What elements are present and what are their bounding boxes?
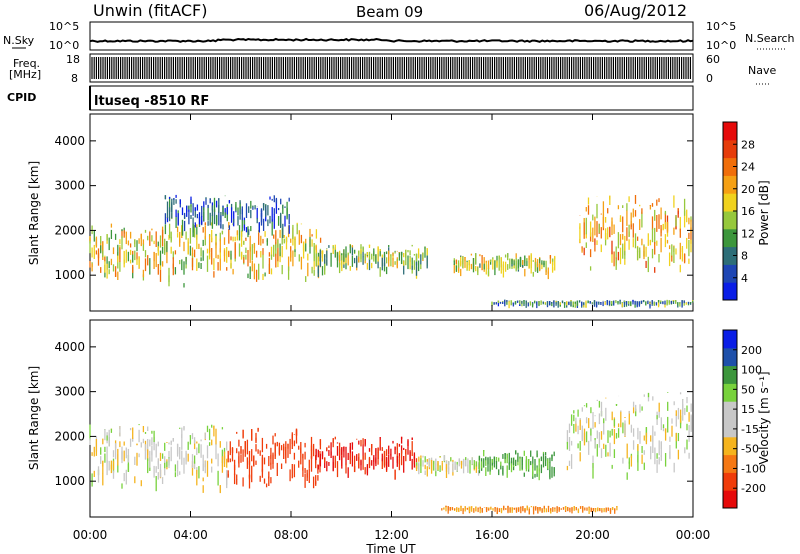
- nave-tick-top: 60: [706, 53, 720, 66]
- colorbar-cell: [723, 401, 737, 420]
- colorbar-tick-label: 100: [741, 364, 762, 377]
- x-tick-label: 12:00: [374, 528, 409, 542]
- sky-panel-frame: [89, 21, 694, 51]
- sky-noise-line: [89, 37, 694, 43]
- cpid-label: CPID: [7, 91, 36, 104]
- colorbar-tick-label: 24: [741, 161, 755, 174]
- colorbar-frame: [722, 329, 738, 509]
- x-tick-label: 04:00: [173, 528, 208, 542]
- velocity-echoes: [89, 392, 692, 515]
- power-y-ticks: 1000 2000 3000 4000: [54, 134, 693, 282]
- y-tick-label: 4000: [54, 340, 85, 354]
- colorbar-cell: [723, 157, 737, 176]
- colorbar-tick-label: 28: [741, 138, 755, 151]
- nave-tick-bottom: 0: [706, 72, 713, 85]
- colorbar-cell: [723, 246, 737, 265]
- colorbar-cell: [723, 211, 737, 230]
- sky-right-tick-top: 10^5: [706, 20, 736, 33]
- freq-label-bottom: [MHz]: [9, 68, 41, 81]
- date-label: 06/Aug/2012: [584, 1, 687, 20]
- colorbar-cell: [723, 472, 737, 491]
- colorbar-tick-label: 4: [741, 272, 748, 285]
- colorbar-tick-label: -15: [741, 423, 759, 436]
- colorbar-tick-label: -100: [741, 462, 766, 475]
- freq-tick-top: 18: [66, 53, 80, 66]
- colorbar-tick-label: 20: [741, 183, 755, 196]
- y-tick-label: 1000: [54, 268, 85, 282]
- velocity-colorbar-label: Velocity [m s⁻¹]: [757, 371, 771, 464]
- power-echoes: [89, 194, 694, 309]
- x-tick-label: 00:00: [676, 528, 711, 542]
- station-title: Unwin (fitACF): [93, 1, 207, 20]
- freq-panel-frame: [89, 53, 694, 83]
- colorbar-cell: [723, 175, 737, 194]
- colorbar-tick-label: -50: [741, 443, 759, 456]
- x-tick-label: 20:00: [575, 528, 610, 542]
- colorbar-cell: [723, 264, 737, 283]
- freq-tick-bottom: 8: [71, 72, 78, 85]
- colorbar-cell: [723, 228, 737, 248]
- x-axis-label: Time UT: [365, 542, 416, 554]
- colorbar-tick-label: 12: [741, 227, 755, 240]
- x-tick-label: 00:00: [73, 528, 108, 542]
- sky-left-tick-bottom: 10^0: [49, 39, 79, 52]
- colorbar-tick-label: -200: [741, 482, 766, 495]
- power-y-axis-label: Slant Range [km]: [27, 161, 41, 265]
- sky-right-label: N.Search: [745, 32, 795, 45]
- x-tick-label: 16:00: [475, 528, 510, 542]
- y-tick-label: 3000: [54, 179, 85, 193]
- colorbar-tick-label: 8: [741, 250, 748, 263]
- y-tick-label: 1000: [54, 474, 85, 488]
- colorbar-cell: [723, 436, 737, 456]
- y-tick-label: 4000: [54, 134, 85, 148]
- y-tick-label: 3000: [54, 385, 85, 399]
- colorbar-cell: [723, 490, 737, 509]
- colorbar-cell: [723, 347, 737, 367]
- colorbar-cell: [723, 282, 737, 301]
- colorbar-tick-label: 15: [741, 403, 755, 416]
- colorbar-cell: [723, 330, 737, 349]
- sky-left-label: N.Sky: [3, 34, 35, 47]
- sky-right-tick-bottom: 10^0: [706, 39, 736, 52]
- frequency-trace: [91, 57, 692, 79]
- sky-left-tick-top: 10^5: [49, 20, 79, 33]
- colorbar-cell: [723, 454, 737, 473]
- nave-label: Nave: [748, 64, 776, 77]
- cpid-text: ltuseq -8510 RF: [94, 94, 209, 109]
- y-tick-label: 2000: [54, 223, 85, 237]
- colorbar-cell: [723, 365, 737, 384]
- power-panel-frame: [89, 113, 694, 312]
- power-colorbar-label: Power [dB]: [757, 180, 771, 245]
- colorbar-tick-label: 50: [741, 383, 755, 396]
- velocity-colorbar: -200 -100 -50 -15 15 50 100 200: [722, 329, 766, 509]
- colorbar-cell: [723, 122, 737, 141]
- colorbar-cell: [723, 139, 737, 159]
- velocity-y-axis-label: Slant Range [km]: [27, 366, 41, 470]
- power-colorbar: 4 8 12 16 20 24 28: [722, 121, 755, 301]
- colorbar-cell: [723, 419, 737, 438]
- time-x-ticks: 00:00 04:00 08:00 12:00 16:00 20:00 00:00: [73, 114, 711, 542]
- colorbar-cell: [723, 193, 737, 212]
- beam-label: Beam 09: [356, 3, 423, 21]
- velocity-y-ticks: 1000 2000 3000 4000: [54, 340, 693, 488]
- y-tick-label: 2000: [54, 429, 85, 443]
- velocity-panel-frame: [89, 319, 694, 518]
- colorbar-tick-label: 16: [741, 205, 755, 218]
- freq-label-top: Freq.: [13, 57, 40, 70]
- x-tick-label: 08:00: [274, 528, 309, 542]
- colorbar-tick-label: 200: [741, 344, 762, 357]
- colorbar-cell: [723, 383, 737, 402]
